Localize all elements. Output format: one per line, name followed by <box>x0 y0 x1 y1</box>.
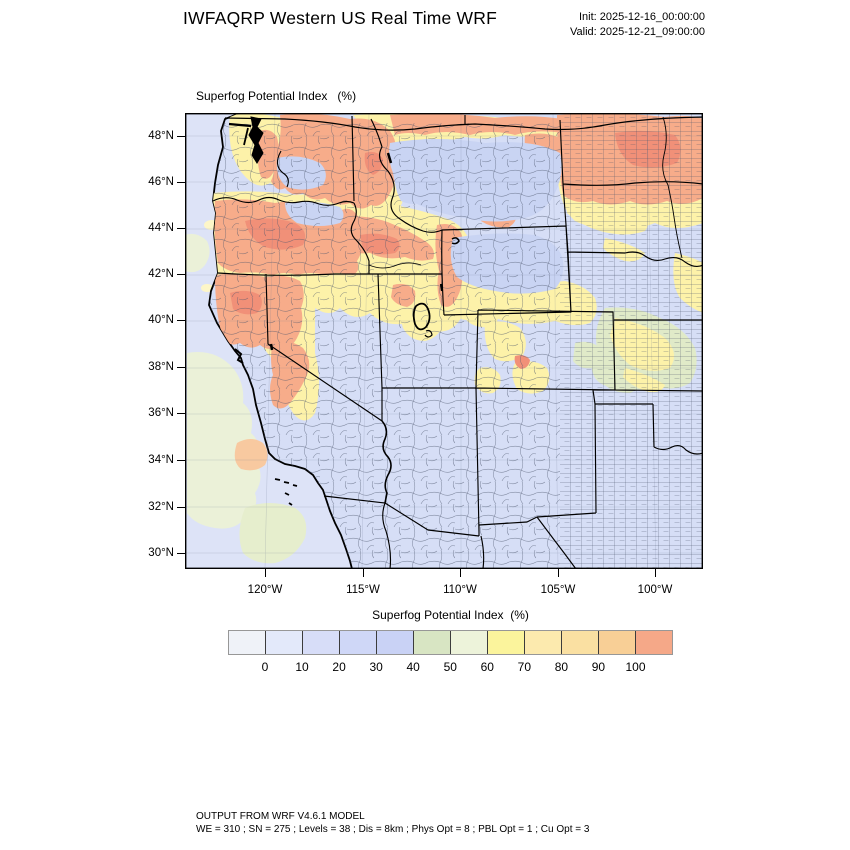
colorbar-cell <box>451 631 488 654</box>
lon-tick-label: 100°W <box>637 584 673 596</box>
colorbar-cell <box>414 631 451 654</box>
lat-tick-label: 48°N <box>148 130 174 142</box>
lat-tick-label: 40°N <box>148 314 174 326</box>
colorbar-tick-label: 70 <box>517 660 532 674</box>
colorbar-cell <box>377 631 414 654</box>
colorbar-labels: 0 10 20 30 40 50 60 70 80 90 100 <box>0 660 850 676</box>
colorbar-tick-label: 100 <box>625 660 646 674</box>
valid-time: Valid: 2025-12-21_09:00:00 <box>570 26 705 38</box>
lat-tick <box>177 227 185 229</box>
lat-tick <box>177 181 185 183</box>
colorbar-cell <box>636 631 672 654</box>
page-title: IWFAQRP Western US Real Time WRF <box>183 8 497 28</box>
lat-tick <box>177 135 185 137</box>
lon-tick <box>459 569 461 577</box>
lat-tick-label: 36°N <box>148 407 174 419</box>
lat-tick <box>177 273 185 275</box>
lon-tick <box>557 569 559 577</box>
state-borders <box>212 115 704 570</box>
lat-tick <box>177 552 185 554</box>
lat-tick <box>177 366 185 368</box>
lat-tick <box>177 412 185 414</box>
lat-tick-label: 44°N <box>148 222 174 234</box>
colorbar-cell <box>562 631 599 654</box>
colorbar-cell <box>229 631 266 654</box>
init-time: Init: 2025-12-16_00:00:00 <box>579 11 705 23</box>
colorbar-tick-label: 40 <box>406 660 420 674</box>
colorbar-tick-label: 20 <box>332 660 346 674</box>
colorbar-tick-label: 0 <box>261 660 269 674</box>
lon-tick-label: 110°W <box>443 584 477 596</box>
lat-tick-label: 32°N <box>148 501 174 513</box>
footer-notes: OUTPUT FROM WRF V4.6.1 MODEL WE = 310 ; … <box>196 810 589 836</box>
lat-tick <box>177 459 185 461</box>
lon-tick-label: 115°W <box>346 584 380 596</box>
colorbar <box>228 630 673 655</box>
lat-tick-label: 38°N <box>148 361 174 373</box>
footer-model-line: OUTPUT FROM WRF V4.6.1 MODEL <box>196 811 365 822</box>
colorbar-cell <box>266 631 303 654</box>
colorbar-cell <box>340 631 377 654</box>
colorbar-title: Superfog Potential Index (%) <box>372 608 529 622</box>
lat-tick-label: 46°N <box>148 176 174 188</box>
lakes-rivers <box>228 116 683 506</box>
colorbar-cell <box>488 631 525 654</box>
colorbar-tick-label: 60 <box>480 660 494 674</box>
lon-tick <box>362 569 364 577</box>
colorbar-cell <box>525 631 562 654</box>
lon-tick <box>654 569 656 577</box>
lat-tick-label: 34°N <box>148 454 174 466</box>
lon-tick-label: 105°W <box>540 584 576 596</box>
lat-tick <box>177 319 185 321</box>
colorbar-tick-label: 80 <box>554 660 569 674</box>
colorbar-tick-label: 50 <box>443 660 457 674</box>
lon-tick <box>264 569 266 577</box>
map-canvas <box>184 112 704 570</box>
map-frame-border <box>184 112 703 570</box>
colorbar-cell <box>599 631 636 654</box>
field-label: Superfog Potential Index (%) <box>196 89 357 103</box>
wrf-map-svg <box>184 112 704 570</box>
footer-config-line: WE = 310 ; SN = 275 ; Levels = 38 ; Dis … <box>196 824 590 835</box>
lat-tick <box>177 506 185 508</box>
lon-tick-label: 120°W <box>247 584 283 596</box>
colorbar-cell <box>303 631 340 654</box>
lat-tick-label: 30°N <box>148 547 174 559</box>
colorbar-tick-label: 90 <box>591 660 606 674</box>
run-times: Init: 2025-12-16_00:00:00 Valid: 2025-12… <box>570 10 705 40</box>
lat-tick-label: 42°N <box>148 268 174 280</box>
colorbar-tick-label: 30 <box>369 660 383 674</box>
colorbar-tick-label: 10 <box>295 660 309 674</box>
